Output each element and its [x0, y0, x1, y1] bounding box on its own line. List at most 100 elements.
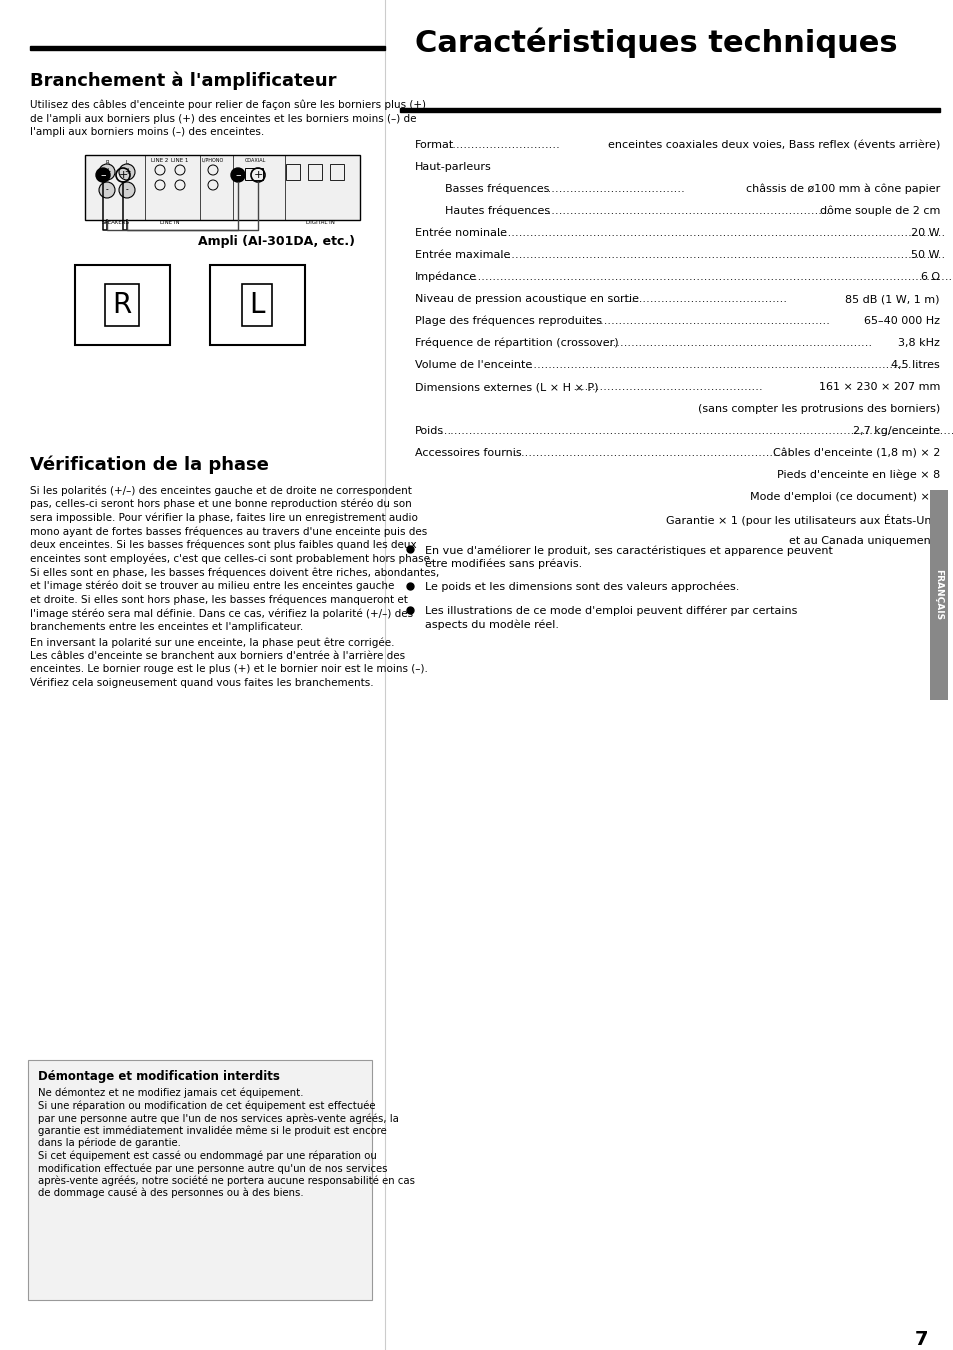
Text: R: R — [105, 161, 109, 166]
Text: modification effectuée par une personne autre qu'un de nos services: modification effectuée par une personne … — [38, 1162, 387, 1173]
Bar — [330, 163, 344, 180]
Text: Pieds d'enceinte en liège × 8: Pieds d'enceinte en liège × 8 — [776, 470, 939, 481]
Text: Hautes fréquences: Hautes fréquences — [444, 207, 550, 216]
Text: Utilisez des câbles d'enceinte pour relier de façon sûre les borniers plus (+)
d: Utilisez des câbles d'enceinte pour reli… — [30, 100, 426, 136]
Text: enceintes coaxiales deux voies, Bass reflex (évents arrière): enceintes coaxiales deux voies, Bass ref… — [607, 140, 939, 150]
Text: 4,5 litres: 4,5 litres — [890, 360, 939, 370]
Text: DIGITAL IN: DIGITAL IN — [305, 220, 335, 225]
Text: …………………………………………: ………………………………………… — [609, 294, 787, 304]
Circle shape — [119, 163, 135, 180]
Text: ……………………………………………………………………………………………………………: …………………………………………………………………………………………………………… — [490, 250, 945, 261]
Text: L: L — [249, 292, 265, 319]
Bar — [85, 155, 359, 220]
Text: –: – — [235, 170, 240, 180]
Text: Vérification de la phase: Vérification de la phase — [30, 455, 269, 474]
Text: Accessoires fournis: Accessoires fournis — [415, 448, 521, 458]
Text: 2,7 kg/enceinte: 2,7 kg/enceinte — [852, 427, 939, 436]
Text: 85 dB (1 W, 1 m): 85 dB (1 W, 1 m) — [844, 294, 939, 304]
Text: Branchement à l'amplificateur: Branchement à l'amplificateur — [30, 72, 336, 90]
Text: -: - — [106, 185, 109, 194]
Text: Ampli (AI-301DA, etc.): Ampli (AI-301DA, etc.) — [198, 235, 355, 248]
Bar — [210, 265, 305, 346]
Bar — [28, 1060, 372, 1300]
Text: +: + — [124, 167, 130, 177]
Text: Entrée maximale: Entrée maximale — [415, 250, 510, 261]
Text: Câbles d'enceinte (1,8 m) × 2: Câbles d'enceinte (1,8 m) × 2 — [772, 448, 939, 458]
Text: et au Canada uniquement): et au Canada uniquement) — [789, 536, 939, 545]
Text: ……………………………………………: …………………………………………… — [569, 382, 761, 391]
Text: garantie est immédiatement invalidée même si le produit est encore: garantie est immédiatement invalidée mêm… — [38, 1126, 386, 1135]
Bar — [30, 46, 385, 50]
Text: Plage des fréquences reproduites: Plage des fréquences reproduites — [415, 316, 601, 327]
Circle shape — [99, 163, 115, 180]
Text: de dommage causé à des personnes ou à des biens.: de dommage causé à des personnes ou à de… — [38, 1188, 303, 1199]
Text: Poids: Poids — [415, 427, 444, 436]
Text: (sans compter les protrusions des borniers): (sans compter les protrusions des bornie… — [697, 404, 939, 414]
Text: -: - — [126, 185, 129, 194]
Text: Niveau de pression acoustique en sortie: Niveau de pression acoustique en sortie — [415, 294, 639, 304]
Text: ……………………………………………………………………………………………………………………………: …………………………………………………………………………………………………………… — [459, 271, 953, 282]
Text: En inversant la polarité sur une enceinte, la phase peut être corrigée.
Les câbl: En inversant la polarité sur une enceint… — [30, 637, 428, 687]
Circle shape — [99, 182, 115, 198]
Text: R: R — [112, 292, 132, 319]
Text: Mode d'emploi (ce document) × 1: Mode d'emploi (ce document) × 1 — [749, 491, 939, 502]
Text: L/PHONO: L/PHONO — [202, 158, 224, 163]
Text: 50 W: 50 W — [910, 250, 939, 261]
Circle shape — [96, 167, 110, 182]
Text: ……………………………………………………………………………………………………………: …………………………………………………………………………………………………………… — [490, 228, 945, 238]
Text: Volume de l'enceinte: Volume de l'enceinte — [415, 360, 532, 370]
Text: +: + — [118, 170, 128, 180]
Text: SPEAKERS: SPEAKERS — [102, 220, 130, 225]
Text: +: + — [253, 170, 262, 180]
Text: après-vente agréés, notre société ne portera aucune responsabilité en cas: après-vente agréés, notre société ne por… — [38, 1176, 415, 1187]
Text: 20 W: 20 W — [910, 228, 939, 238]
Text: Si les polarités (+/–) des enceintes gauche et de droite ne correspondent
pas, c: Si les polarités (+/–) des enceintes gau… — [30, 485, 433, 564]
Bar — [399, 108, 939, 112]
Bar — [308, 163, 322, 180]
Text: Les illustrations de ce mode d'emploi peuvent différer par certains
aspects du m: Les illustrations de ce mode d'emploi pe… — [424, 606, 797, 629]
Text: –: – — [100, 170, 106, 180]
Text: ……………………………………………………………: …………………………………………………………… — [575, 316, 830, 325]
Text: Impédance: Impédance — [415, 271, 476, 282]
Text: Haut-parleurs: Haut-parleurs — [415, 162, 491, 171]
Text: Si une réparation ou modification de cet équipement est effectuée: Si une réparation ou modification de cet… — [38, 1100, 375, 1111]
Text: Caractéristiques techniques: Caractéristiques techniques — [415, 28, 897, 58]
Text: 161 × 230 × 207 mm: 161 × 230 × 207 mm — [818, 382, 939, 391]
Text: Ne démontez et ne modifiez jamais cet équipement.: Ne démontez et ne modifiez jamais cet éq… — [38, 1088, 303, 1099]
Text: …………………………………………………………………: ………………………………………………………………… — [595, 338, 872, 348]
Text: par une personne autre que l'un de nos services après-vente agréés, la: par une personne autre que l'un de nos s… — [38, 1112, 398, 1123]
Text: Le poids et les dimensions sont des valeurs approchées.: Le poids et les dimensions sont des vale… — [424, 582, 739, 593]
Text: ………………………………………………………………: ……………………………………………………………… — [510, 448, 780, 458]
Text: L: L — [126, 161, 129, 166]
Circle shape — [231, 167, 245, 182]
Text: …………………………: ………………………… — [444, 140, 559, 150]
Text: ……………………………………: …………………………………… — [530, 184, 685, 194]
Text: Fréquence de répartition (crossover): Fréquence de répartition (crossover) — [415, 338, 618, 348]
Text: châssis de ø100 mm à cône papier: châssis de ø100 mm à cône papier — [745, 184, 939, 194]
Bar — [75, 265, 170, 346]
Text: +: + — [104, 167, 111, 177]
Text: Si elles sont en phase, les basses fréquences doivent être riches, abondantes,
e: Si elles sont en phase, les basses fréqu… — [30, 567, 438, 632]
Text: …………………………………………………………………………………………………: ………………………………………………………………………………………………… — [515, 360, 929, 370]
Text: Si cet équipement est cassé ou endommagé par une réparation ou: Si cet équipement est cassé ou endommagé… — [38, 1150, 376, 1161]
Text: 6 Ω: 6 Ω — [920, 271, 939, 282]
Text: ………………………………………………………………………: ……………………………………………………………………… — [530, 207, 829, 216]
Text: LINE 2: LINE 2 — [152, 158, 169, 163]
Text: FRANÇAIS: FRANÇAIS — [934, 570, 943, 621]
Text: COAXIAL: COAXIAL — [244, 158, 265, 163]
Text: dans la période de garantie.: dans la période de garantie. — [38, 1138, 181, 1149]
Bar — [245, 167, 263, 180]
Text: 65–40 000 Hz: 65–40 000 Hz — [863, 316, 939, 325]
Text: Entrée nominale: Entrée nominale — [415, 228, 506, 238]
Text: Dimensions externes (L × H × P): Dimensions externes (L × H × P) — [415, 382, 598, 391]
Text: Démontage et modification interdits: Démontage et modification interdits — [38, 1071, 279, 1083]
Bar — [929, 490, 947, 701]
Text: LINE 1: LINE 1 — [172, 158, 189, 163]
Text: Format: Format — [415, 140, 454, 150]
Text: Garantie × 1 (pour les utilisateurs aux États-Unis: Garantie × 1 (pour les utilisateurs aux … — [665, 514, 939, 526]
Text: 7: 7 — [914, 1330, 928, 1349]
Text: En vue d'améliorer le produit, ses caractéristiques et apparence peuvent
être mo: En vue d'améliorer le produit, ses carac… — [424, 545, 832, 570]
Text: ……………………………………………………………………………………………………………………………………: …………………………………………………………………………………………………………… — [439, 427, 953, 436]
Text: Basses fréquences: Basses fréquences — [444, 184, 549, 194]
Circle shape — [119, 182, 135, 198]
